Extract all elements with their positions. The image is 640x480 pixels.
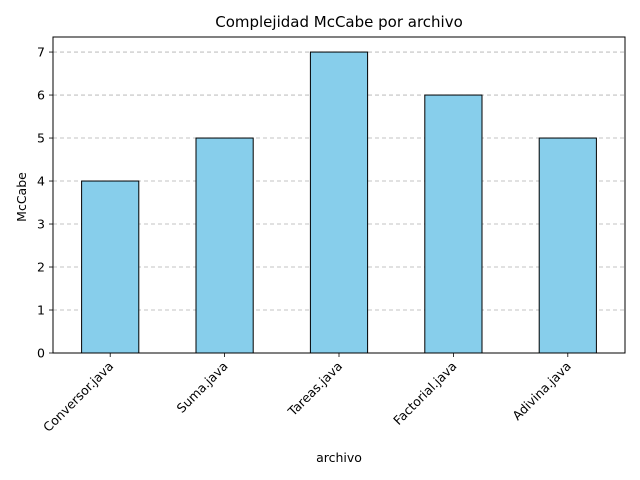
y-ticks: 0 1 2 3 4 5 6 7 <box>37 45 53 361</box>
x-tick-label: Factorial.java <box>390 359 459 428</box>
grid-lines <box>53 51 625 311</box>
x-tick-label: Suma.java <box>174 359 231 416</box>
chart-title: Complejidad McCabe por archivo <box>215 13 463 31</box>
x-tick-label: Conversor.java <box>40 359 116 435</box>
y-tick-label: 5 <box>37 131 45 146</box>
y-tick-label: 4 <box>37 174 45 189</box>
y-tick-label: 1 <box>37 303 45 318</box>
y-tick-label: 3 <box>37 217 45 232</box>
x-tick-label: Adivina.java <box>509 359 574 424</box>
bar-conversor-java <box>81 180 140 354</box>
bar-adivina-java <box>538 137 597 354</box>
x-axis-label: archivo <box>316 450 362 465</box>
bar-tareas-java <box>309 51 369 354</box>
x-tick-label: Tareas.java <box>284 359 345 420</box>
bar-factorial-java <box>424 94 483 354</box>
y-tick-label: 6 <box>37 88 45 103</box>
y-axis-label: McCabe <box>14 172 29 222</box>
bar-suma-java <box>195 137 254 354</box>
y-tick-label: 7 <box>37 45 45 60</box>
bars <box>81 51 597 354</box>
y-tick-label: 0 <box>37 346 45 361</box>
y-tick-label: 2 <box>37 260 45 275</box>
x-ticks: Conversor.java Suma.java Tareas.java Factor… <box>40 353 574 435</box>
